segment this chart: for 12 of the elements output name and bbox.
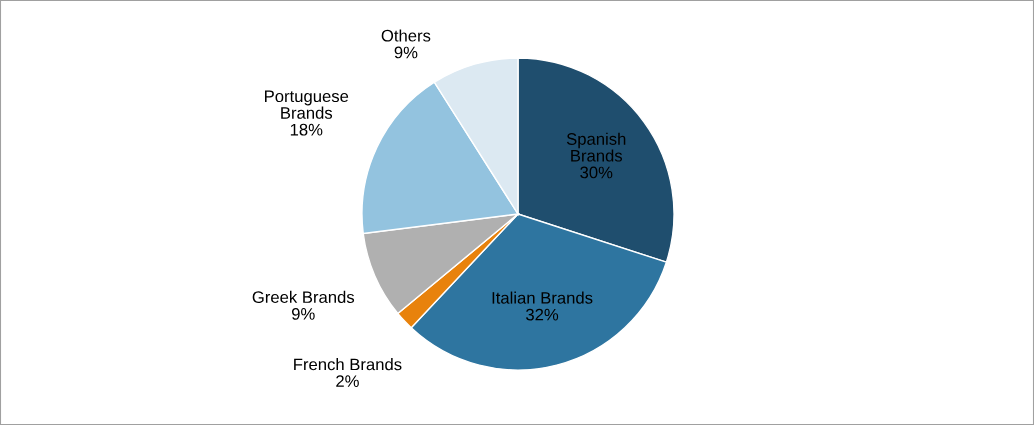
data-label: 18% (290, 123, 323, 136)
slice-label: Others (381, 29, 431, 42)
slice-label: Greek Brands (252, 290, 355, 304)
data-label: 9% (394, 46, 418, 59)
data-label: 30% (580, 166, 613, 179)
slice-label: Portuguese Brands (265, 90, 349, 119)
data-label: 2% (336, 375, 359, 387)
slice-label: Italian Brands (492, 291, 593, 304)
data-label: 9% (291, 307, 315, 320)
slice-label: French Brands (294, 358, 402, 371)
data-label: 32% (526, 308, 559, 321)
slice-label: Spanish Brands (566, 132, 626, 162)
